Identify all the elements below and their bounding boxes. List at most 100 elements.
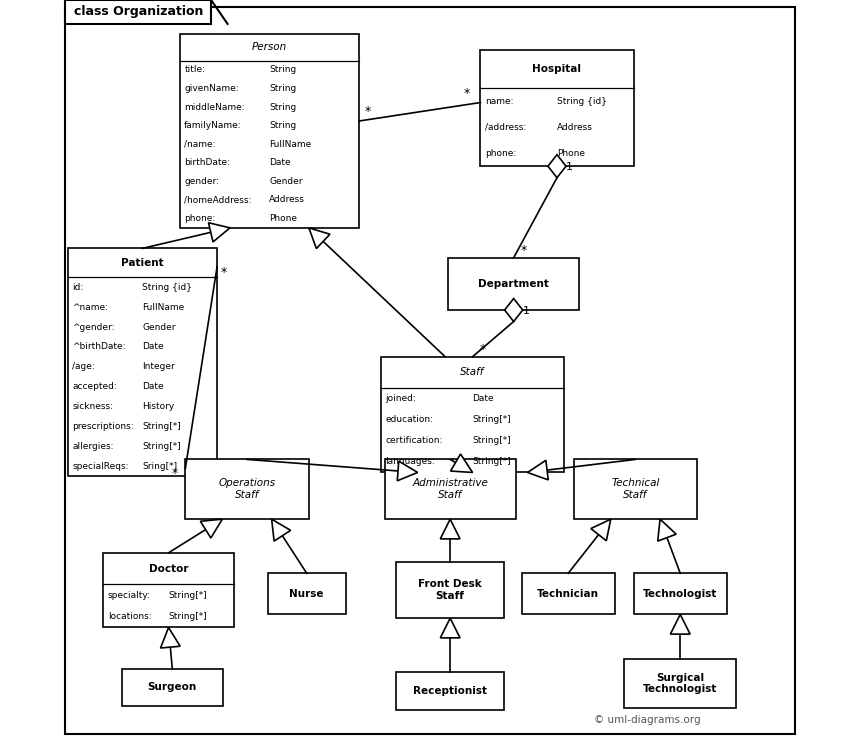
Text: Integer: Integer <box>143 362 175 371</box>
Text: ^name:: ^name: <box>72 303 108 311</box>
Text: Department: Department <box>478 279 549 289</box>
Polygon shape <box>208 223 230 242</box>
Text: String[*]: String[*] <box>143 422 181 431</box>
Text: gender:: gender: <box>184 177 219 186</box>
Text: Patient: Patient <box>121 258 163 268</box>
Text: FullName: FullName <box>143 303 185 311</box>
Text: /age:: /age: <box>72 362 95 371</box>
Polygon shape <box>548 155 566 178</box>
Bar <box>65 0 211 24</box>
Text: String: String <box>269 121 297 130</box>
Text: Address: Address <box>269 196 305 205</box>
Text: Surgeon: Surgeon <box>148 682 197 692</box>
Text: specialty:: specialty: <box>108 591 150 600</box>
Polygon shape <box>658 519 676 541</box>
Polygon shape <box>397 461 418 481</box>
Text: Operations
Staff: Operations Staff <box>218 479 275 500</box>
Text: String[*]: String[*] <box>169 613 207 622</box>
Text: Phone: Phone <box>269 214 298 223</box>
Text: education:: education: <box>385 415 433 424</box>
Text: String: String <box>269 84 297 93</box>
Text: Staff: Staff <box>460 367 485 377</box>
Text: birthDate:: birthDate: <box>184 158 230 167</box>
Text: middleName:: middleName: <box>184 102 245 111</box>
Text: *: * <box>480 343 486 356</box>
Bar <box>574 459 697 519</box>
Text: 1: 1 <box>566 162 573 172</box>
Text: Sring[*]: Sring[*] <box>143 462 177 471</box>
Polygon shape <box>451 454 473 473</box>
Text: allergies:: allergies: <box>72 442 114 451</box>
Bar <box>634 574 727 614</box>
Text: ^gender:: ^gender: <box>72 323 114 332</box>
Text: Receptionist: Receptionist <box>413 686 487 696</box>
Bar <box>396 562 504 619</box>
Text: Nurse: Nurse <box>290 589 324 599</box>
Text: *: * <box>521 244 527 257</box>
Text: sickness:: sickness: <box>72 402 114 411</box>
Text: FullName: FullName <box>269 140 311 149</box>
Text: Technician: Technician <box>538 589 599 599</box>
Text: specialReqs:: specialReqs: <box>72 462 129 471</box>
Text: History: History <box>143 402 175 411</box>
Text: Gender: Gender <box>269 177 303 186</box>
Text: String {id}: String {id} <box>557 96 607 106</box>
Bar <box>448 258 579 310</box>
Text: String: String <box>269 102 297 111</box>
Text: *: * <box>221 266 227 279</box>
Bar <box>381 357 564 473</box>
Text: phone:: phone: <box>485 149 516 158</box>
Text: *: * <box>365 105 372 118</box>
Text: Date: Date <box>473 394 494 403</box>
Bar <box>267 574 346 614</box>
Text: Date: Date <box>143 382 164 391</box>
Polygon shape <box>440 519 460 539</box>
Text: String[*]: String[*] <box>169 591 207 600</box>
Bar <box>624 660 736 708</box>
Text: Gender: Gender <box>143 323 176 332</box>
Text: certification:: certification: <box>385 436 443 445</box>
Bar <box>521 574 615 614</box>
Text: *: * <box>464 87 470 99</box>
Text: Front Desk
Staff: Front Desk Staff <box>418 580 482 601</box>
Bar <box>103 553 234 627</box>
Text: Surgical
Technologist: Surgical Technologist <box>643 673 717 694</box>
Text: locations:: locations: <box>108 613 151 622</box>
Polygon shape <box>505 299 523 321</box>
Polygon shape <box>440 619 460 638</box>
Bar <box>384 459 515 519</box>
Text: prescriptions:: prescriptions: <box>72 422 134 431</box>
Text: String: String <box>269 66 297 75</box>
Bar <box>396 672 504 710</box>
Text: /address:: /address: <box>485 123 526 131</box>
Text: Date: Date <box>143 342 164 351</box>
Text: Administrative
Staff: Administrative Staff <box>412 479 488 500</box>
Polygon shape <box>671 614 690 634</box>
Text: String[*]: String[*] <box>473 436 512 445</box>
Bar <box>68 249 217 477</box>
Text: familyName:: familyName: <box>184 121 242 130</box>
Text: Technical
Staff: Technical Staff <box>611 479 660 500</box>
Text: /name:: /name: <box>184 140 216 149</box>
Text: Doctor: Doctor <box>149 563 188 574</box>
Text: String {id}: String {id} <box>143 283 193 292</box>
Polygon shape <box>161 627 180 648</box>
Text: ^birthDate:: ^birthDate: <box>72 342 126 351</box>
Text: languages:: languages: <box>385 457 435 466</box>
Text: /homeAddress:: /homeAddress: <box>184 196 252 205</box>
Text: Hospital: Hospital <box>532 64 581 74</box>
Bar <box>122 669 223 706</box>
Text: Address: Address <box>557 123 593 131</box>
Text: *: * <box>172 468 178 480</box>
Text: class Organization: class Organization <box>74 5 203 19</box>
Polygon shape <box>309 228 330 249</box>
Text: id:: id: <box>72 283 83 292</box>
Text: String[*]: String[*] <box>473 415 512 424</box>
Text: Technologist: Technologist <box>643 589 717 599</box>
Text: Phone: Phone <box>557 149 585 158</box>
Polygon shape <box>591 519 611 541</box>
Bar <box>186 459 309 519</box>
Text: accepted:: accepted: <box>72 382 117 391</box>
Polygon shape <box>272 519 291 541</box>
Polygon shape <box>527 460 548 480</box>
